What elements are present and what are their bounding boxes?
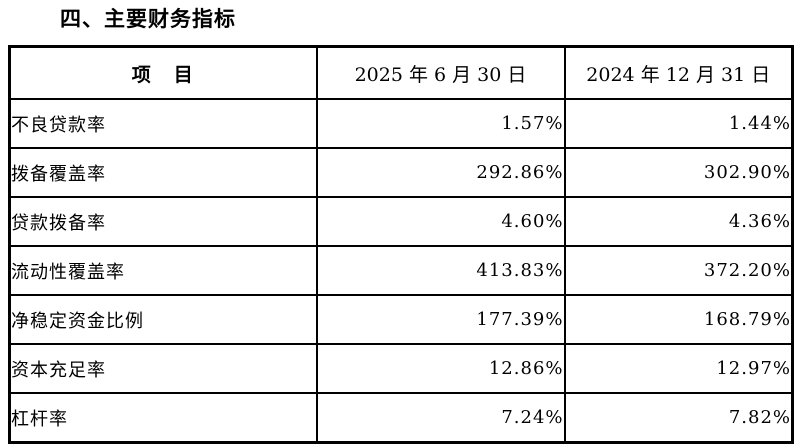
row-value-2024: 4.36%: [563, 196, 794, 247]
header-date-2024: 2024 年 12 月 31 日: [563, 45, 794, 100]
financial-indicators-table: 项 目 2025 年 6 月 30 日 2024 年 12 月 31 日 不良贷…: [8, 45, 794, 444]
row-value-2025: 1.57%: [315, 98, 566, 149]
table-row: 不良贷款率 1.57% 1.44%: [8, 98, 794, 149]
table-row: 杠杆率 7.24% 7.82%: [8, 392, 794, 444]
row-label: 流动性覆盖率: [8, 245, 318, 296]
header-date-2025: 2025 年 6 月 30 日: [315, 45, 566, 100]
row-label: 贷款拨备率: [8, 196, 318, 247]
table-row: 流动性覆盖率 413.83% 372.20%: [8, 245, 794, 296]
section-title: 四、主要财务指标: [60, 6, 236, 31]
table-row: 拨备覆盖率 292.86% 302.90%: [8, 147, 794, 198]
row-label: 资本充足率: [8, 343, 318, 394]
row-value-2025: 292.86%: [315, 147, 566, 198]
row-value-2025: 7.24%: [315, 392, 566, 444]
row-label: 拨备覆盖率: [8, 147, 318, 198]
row-value-2025: 12.86%: [315, 343, 566, 394]
row-value-2025: 4.60%: [315, 196, 566, 247]
row-value-2024: 1.44%: [563, 98, 794, 149]
table-header-row: 项 目 2025 年 6 月 30 日 2024 年 12 月 31 日: [8, 45, 794, 100]
row-value-2024: 12.97%: [563, 343, 794, 394]
row-value-2024: 7.82%: [563, 392, 794, 444]
row-label: 杠杆率: [8, 392, 318, 444]
row-value-2024: 372.20%: [563, 245, 794, 296]
table-row: 贷款拨备率 4.60% 4.36%: [8, 196, 794, 247]
row-label: 不良贷款率: [8, 98, 318, 149]
table-row: 净稳定资金比例 177.39% 168.79%: [8, 294, 794, 345]
row-value-2025: 177.39%: [315, 294, 566, 345]
row-value-2025: 413.83%: [315, 245, 566, 296]
row-label: 净稳定资金比例: [8, 294, 318, 345]
row-value-2024: 168.79%: [563, 294, 794, 345]
table-row: 资本充足率 12.86% 12.97%: [8, 343, 794, 394]
header-item: 项 目: [8, 45, 318, 100]
row-value-2024: 302.90%: [563, 147, 794, 198]
